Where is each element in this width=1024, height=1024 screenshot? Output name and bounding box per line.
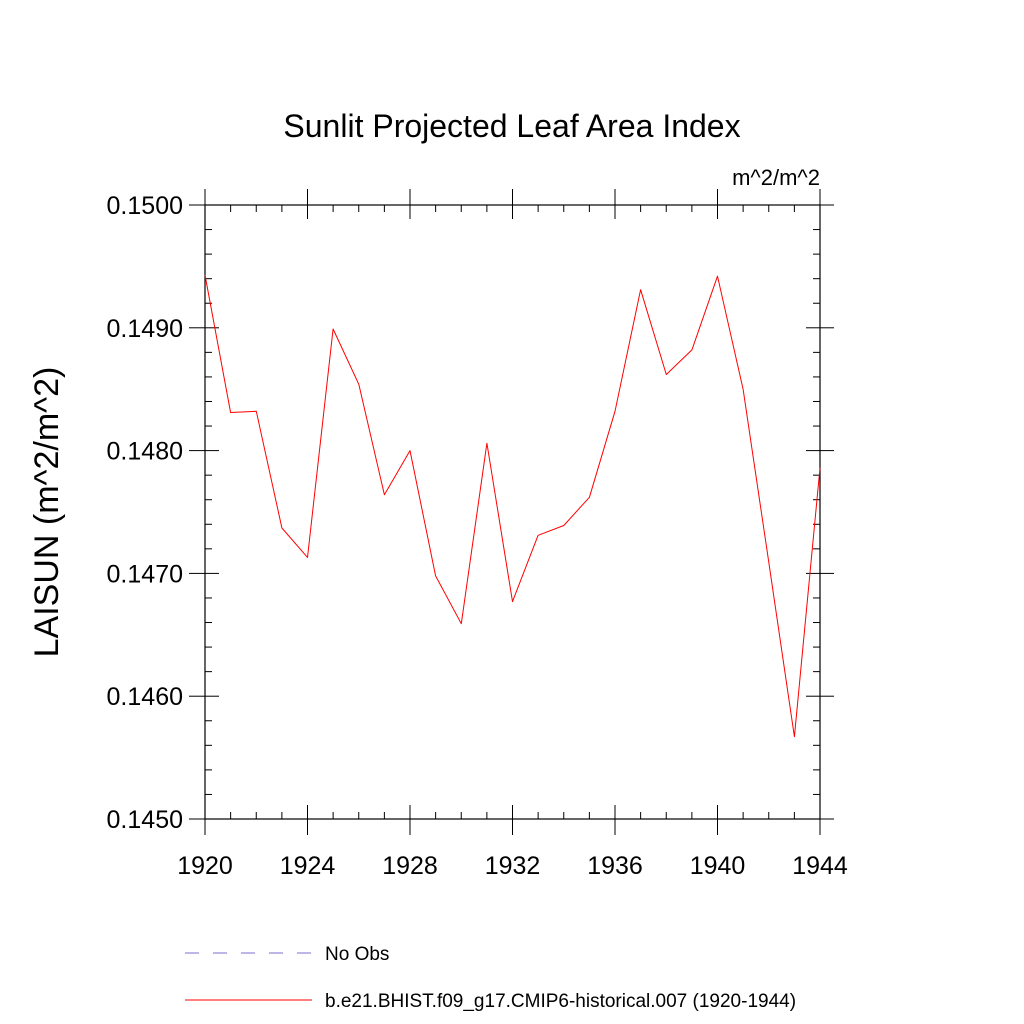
x-tick-label: 1944 (792, 852, 848, 880)
y-tick-label: 0.1450 (107, 806, 183, 834)
x-tick-label: 1940 (690, 852, 746, 880)
legend-label: No Obs (325, 944, 389, 965)
chart-title: Sunlit Projected Leaf Area Index (283, 108, 740, 144)
x-tick-label: 1932 (485, 852, 541, 880)
y-axis-label: LAISUN (m^2/m^2) (28, 367, 66, 658)
x-tick-label: 1924 (280, 852, 336, 880)
x-tick-label: 1936 (587, 852, 643, 880)
series-line (204, 274, 821, 738)
units-label: m^2/m^2 (732, 165, 820, 190)
y-tick-label: 0.1500 (107, 192, 183, 220)
x-tick-label: 1928 (382, 852, 438, 880)
y-tick-label: 0.1470 (107, 560, 183, 588)
y-tick-label: 0.1480 (107, 438, 183, 466)
y-tick-label: 0.1460 (107, 683, 183, 711)
y-tick-label: 0.1490 (107, 315, 183, 343)
legend: No Obs b.e21.BHIST.f09_g17.CMIP6-historic… (185, 944, 796, 1012)
series-group (204, 274, 821, 738)
y-ticks: 0.1450 0.1460 0.1470 0.1480 0.1490 0.1500 (107, 192, 834, 834)
x-tick-label: 1920 (177, 852, 233, 880)
plot-frame (204, 204, 821, 820)
x-ticks: 1920 1924 1928 1932 1936 1940 1944 (177, 189, 848, 880)
legend-label: b.e21.BHIST.f09_g17.CMIP6-historical.007… (325, 991, 796, 1012)
